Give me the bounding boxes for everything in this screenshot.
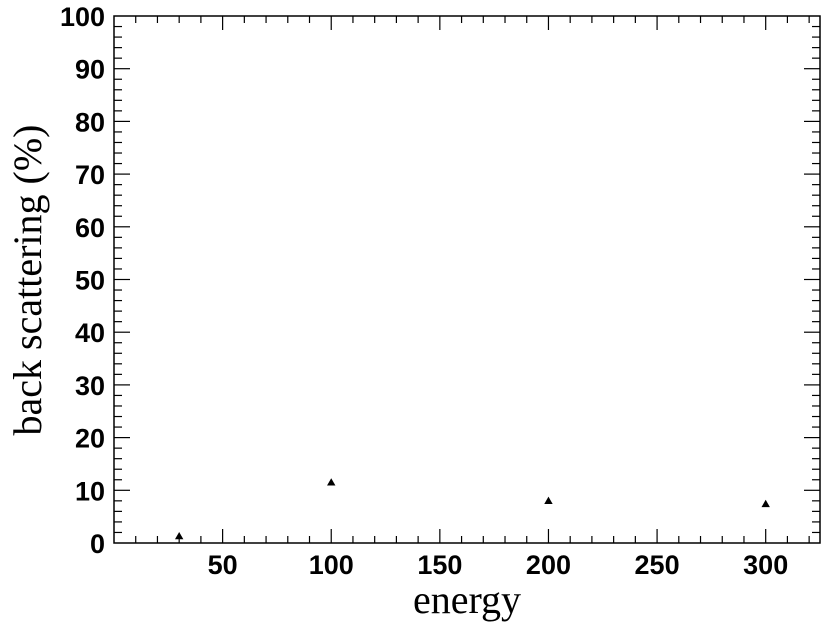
- y-tick-label: 100: [60, 2, 105, 32]
- y-tick-label: 10: [75, 476, 105, 506]
- x-tick-label: 250: [635, 550, 680, 580]
- y-tick-label: 80: [75, 107, 105, 137]
- y-axis-title: back scattering (%): [5, 125, 50, 436]
- data-points: [174, 478, 770, 540]
- data-point-marker: [327, 478, 336, 486]
- x-tick-label: 50: [208, 550, 238, 580]
- y-tick-label: 70: [75, 160, 105, 190]
- plot-frame: [113, 15, 821, 544]
- y-tick-label: 60: [75, 213, 105, 243]
- x-tick-label: 150: [417, 550, 462, 580]
- data-point-marker: [544, 496, 553, 504]
- data-point-marker: [174, 531, 184, 540]
- x-tick-label: 100: [309, 550, 354, 580]
- x-tick-label: 300: [743, 550, 788, 580]
- y-tick-label: 0: [90, 529, 105, 559]
- y-tick-label: 20: [75, 424, 105, 454]
- x-tick-labels: 50 100 150 200 250 300: [208, 550, 789, 580]
- x-axis-title: energy: [413, 577, 521, 622]
- y-tick-label: 90: [75, 55, 105, 85]
- axis-ticks: [114, 16, 820, 543]
- data-point-marker: [761, 499, 770, 508]
- y-tick-label: 30: [75, 371, 105, 401]
- x-tick-label: 200: [526, 550, 571, 580]
- y-tick-label: 50: [75, 266, 105, 296]
- y-tick-label: 40: [75, 318, 105, 348]
- y-tick-labels: 0 10 20 30 40 50 60 70 80 90 100: [60, 2, 105, 559]
